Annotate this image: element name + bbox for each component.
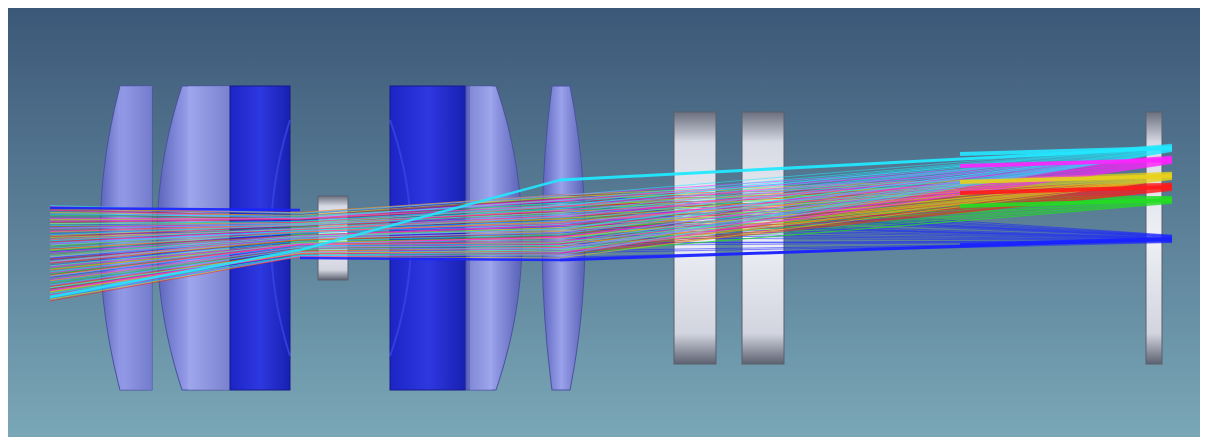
ray-cyan-middle bbox=[299, 228, 561, 238]
ray-cyan-exit bbox=[559, 149, 1173, 250]
ray-cyan-middle bbox=[299, 251, 561, 256]
ray-cyan-edge-lower bbox=[49, 248, 301, 299]
ray-blue-focus bbox=[959, 237, 1173, 247]
ray-cyan-entrance bbox=[49, 238, 301, 263]
ray-cyan-entrance bbox=[49, 242, 301, 273]
ray-yellow-middle bbox=[299, 196, 561, 216]
ray-cyan-entrance bbox=[49, 223, 301, 229]
ray-cyan-exit bbox=[559, 146, 1173, 218]
ray-cyan-entrance bbox=[49, 232, 301, 249]
ray-cyan-exit bbox=[559, 150, 1173, 251]
ray-cyan-entrance bbox=[49, 235, 301, 256]
ray-yellow-focus bbox=[959, 174, 1173, 184]
ray-cyan-entrance bbox=[49, 214, 301, 217]
filter-plate-2 bbox=[741, 111, 785, 365]
ray-magenta-entrance bbox=[49, 209, 301, 219]
ray-cyan-middle bbox=[299, 214, 561, 229]
ray-magenta-focus bbox=[959, 158, 1173, 168]
ray-cyan-exit bbox=[559, 146, 1173, 216]
ray-magenta-entrance bbox=[49, 246, 301, 281]
ray-yellow-exit bbox=[559, 179, 1173, 259]
ray-magenta-entrance bbox=[49, 218, 301, 222]
ray-magenta-entrance bbox=[49, 235, 301, 253]
ray-red-exit bbox=[559, 187, 1173, 235]
ray-red-entrance bbox=[49, 225, 301, 238]
ray-cyan-middle bbox=[299, 224, 561, 234]
ray-cyan-middle bbox=[299, 254, 561, 257]
ray-cyan-exit bbox=[559, 151, 1173, 256]
ray-cyan-middle bbox=[299, 233, 561, 242]
ray-cyan-exit bbox=[559, 149, 1173, 244]
ray-cyan-middle bbox=[299, 245, 561, 248]
ray-green-exit bbox=[559, 202, 1173, 251]
ray-cyan-exit bbox=[559, 150, 1173, 253]
ray-cyan-entrance bbox=[49, 224, 301, 235]
ray-cyan-entrance bbox=[49, 223, 301, 227]
ray-cyan-entrance bbox=[49, 255, 301, 299]
ray-red-focus bbox=[959, 185, 1173, 195]
ray-yellow-entrance bbox=[49, 255, 301, 300]
ray-cyan-entrance bbox=[49, 227, 301, 242]
ray-cyan-entrance bbox=[49, 220, 301, 225]
ray-green-exit bbox=[559, 203, 1173, 255]
ray-yellow-exit bbox=[559, 176, 1173, 232]
ray-cyan-entrance bbox=[49, 245, 301, 277]
ray-cyan-entrance bbox=[49, 229, 301, 246]
ray-magenta-middle bbox=[299, 244, 561, 248]
ray-cyan-middle bbox=[299, 239, 561, 244]
ray-blue-edge-upper bbox=[49, 206, 301, 212]
ray-green-focus bbox=[959, 198, 1173, 208]
ray-cyan-middle bbox=[299, 211, 561, 226]
ray-magenta-entrance bbox=[49, 243, 301, 274]
ray-cyan-middle bbox=[299, 242, 561, 247]
ray-yellow-middle bbox=[299, 194, 561, 214]
ray-cyan-middle bbox=[299, 208, 561, 225]
ray-cyan-focus bbox=[959, 146, 1173, 156]
ray-red-exit bbox=[559, 189, 1173, 252]
ray-cyan-entrance bbox=[49, 236, 301, 258]
ray-red-entrance bbox=[49, 239, 301, 264]
ray-cyan-entrance bbox=[49, 248, 301, 286]
ray-cyan-exit bbox=[559, 147, 1173, 226]
ray-cyan-middle bbox=[299, 220, 561, 231]
ray-red-exit bbox=[559, 189, 1173, 254]
ray-cyan-edge-upper bbox=[559, 146, 1173, 182]
ray-cyan-exit bbox=[559, 145, 1173, 210]
ray-magenta-middle bbox=[299, 204, 561, 220]
ray-cyan-exit bbox=[559, 149, 1173, 247]
ray-magenta-middle bbox=[299, 222, 561, 233]
ray-yellow-exit bbox=[559, 174, 1173, 217]
ray-cyan-middle bbox=[299, 202, 561, 217]
ray-magenta-middle bbox=[299, 225, 561, 237]
ray-cyan-entrance bbox=[49, 246, 301, 283]
ray-red-entrance bbox=[49, 218, 301, 223]
ray-red-middle bbox=[299, 198, 561, 217]
ray-cyan-middle bbox=[299, 249, 561, 253]
ray-magenta-middle bbox=[299, 241, 561, 246]
ray-cyan-edge-mid bbox=[299, 178, 561, 252]
ray-bundles bbox=[49, 143, 1173, 302]
ray-cyan-exit bbox=[559, 145, 1173, 213]
ray-magenta-middle bbox=[299, 248, 561, 253]
ray-blue-edge-lower bbox=[299, 256, 561, 262]
ray-cyan-entrance bbox=[49, 240, 301, 267]
ray-cyan-middle bbox=[299, 195, 561, 214]
ray-cyan-exit bbox=[559, 146, 1173, 222]
ray-cyan-exit bbox=[559, 145, 1173, 207]
ray-magenta-entrance bbox=[49, 229, 301, 244]
ray-magenta-entrance bbox=[49, 221, 301, 229]
